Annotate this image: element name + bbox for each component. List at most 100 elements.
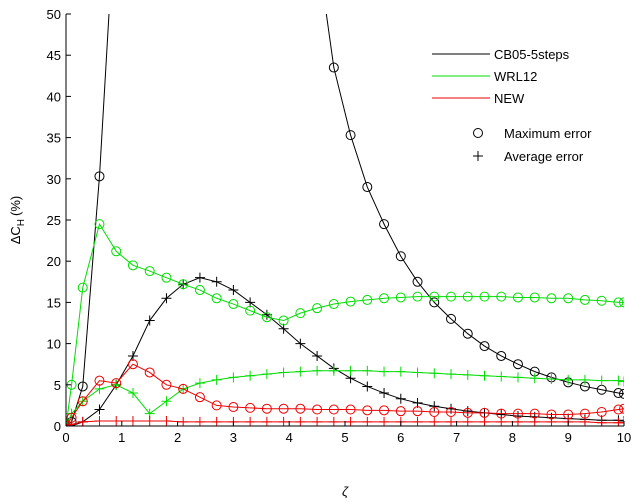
x-tick-label: 10 [617, 430, 631, 445]
y-label-unit: (%) [8, 196, 23, 216]
marker [94, 416, 105, 426]
y-tick-label: 10 [47, 337, 61, 352]
marker [245, 402, 256, 413]
marker [619, 403, 624, 414]
marker [362, 182, 373, 193]
marker [479, 341, 490, 352]
marker [178, 279, 189, 290]
marker [194, 285, 205, 296]
marker [211, 374, 222, 385]
marker [379, 416, 390, 426]
marker [278, 315, 289, 326]
marker [127, 260, 138, 271]
marker [446, 291, 457, 302]
marker [111, 378, 122, 389]
marker [345, 130, 356, 141]
y-tick-label: 50 [47, 7, 61, 22]
marker [94, 171, 105, 182]
marker [496, 291, 507, 302]
marker [77, 396, 88, 407]
plot-area [66, 14, 624, 426]
marker [512, 372, 523, 383]
marker [161, 272, 172, 283]
marker [194, 416, 205, 426]
marker [245, 305, 256, 316]
marker [512, 292, 523, 303]
y-tick-label: 35 [47, 131, 61, 146]
y-tick-label: 40 [47, 89, 61, 104]
marker [412, 406, 423, 417]
legend-label: NEW [494, 91, 525, 106]
y-tick-label: 5 [54, 378, 61, 393]
marker [94, 375, 105, 386]
marker [429, 401, 440, 412]
marker [228, 402, 239, 413]
marker [613, 388, 624, 399]
marker [161, 396, 172, 407]
marker [144, 315, 155, 326]
marker [111, 379, 122, 390]
marker [546, 293, 557, 304]
marker [362, 381, 373, 392]
marker [328, 299, 339, 310]
marker [496, 416, 507, 426]
y-tick-label: 15 [47, 295, 61, 310]
marker [245, 416, 256, 426]
marker [295, 366, 306, 377]
marker [429, 416, 440, 426]
marker [94, 404, 105, 415]
marker [529, 416, 540, 426]
marker [546, 374, 557, 385]
marker [462, 369, 473, 380]
y-tick-label: 0 [54, 419, 61, 434]
marker [295, 403, 306, 414]
marker [127, 359, 138, 370]
marker [596, 295, 607, 306]
marker [312, 303, 323, 314]
legend-marker [473, 151, 483, 161]
y-axis-label: ΔCH (%) [8, 196, 27, 245]
marker [479, 291, 490, 302]
marker [613, 404, 624, 415]
marker [261, 309, 272, 320]
y-label-main: ΔC [8, 226, 23, 244]
x-tick-label: 8 [509, 430, 516, 445]
marker [563, 293, 574, 304]
series-line [66, 14, 624, 426]
marker [345, 416, 356, 426]
marker [619, 297, 624, 308]
x-tick-label: 5 [341, 430, 348, 445]
marker [178, 416, 189, 426]
marker [512, 416, 523, 426]
marker [178, 383, 189, 394]
marker [579, 294, 590, 305]
x-axis-label: ζ [342, 484, 349, 499]
x-tick-label: 1 [118, 430, 125, 445]
marker [619, 388, 624, 399]
marker [328, 62, 339, 73]
marker [462, 406, 473, 417]
marker [429, 297, 440, 308]
series-line [66, 222, 624, 426]
marker [77, 416, 88, 426]
marker [395, 393, 406, 404]
marker [328, 404, 339, 415]
marker [127, 416, 138, 426]
marker [312, 350, 323, 361]
marker [211, 276, 222, 287]
marker [161, 379, 172, 390]
marker [261, 403, 272, 414]
marker [529, 373, 540, 384]
marker [596, 417, 607, 426]
marker [295, 308, 306, 319]
marker [144, 416, 155, 426]
marker [429, 368, 440, 379]
marker [379, 388, 390, 399]
marker [546, 416, 557, 426]
marker [295, 416, 306, 426]
marker [111, 416, 122, 426]
y-tick-label: 30 [47, 172, 61, 187]
marker [278, 367, 289, 378]
marker [613, 297, 624, 308]
